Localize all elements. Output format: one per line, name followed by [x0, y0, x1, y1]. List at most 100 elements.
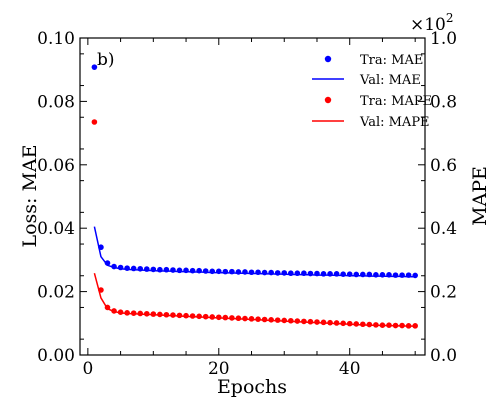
- data-point-tra-mape: [111, 308, 117, 314]
- data-point-tra-mape: [333, 320, 340, 326]
- data-point-tra-mae: [405, 272, 412, 278]
- data-point-tra-mae: [333, 271, 340, 277]
- data-point-tra-mae: [399, 272, 405, 278]
- data-point-tra-mae: [340, 271, 346, 277]
- data-point-tra-mape: [163, 311, 170, 318]
- legend-marker-tra-mape: [324, 96, 332, 104]
- data-point-tra-mape: [360, 321, 366, 328]
- data-point-tra-mape: [281, 317, 288, 324]
- data-point-tra-mae: [209, 268, 216, 275]
- data-point-tra-mae: [255, 269, 261, 276]
- data-point-tra-mae: [261, 269, 268, 276]
- data-point-tra-mape: [117, 309, 124, 316]
- y-left-tick-label: 0.06: [37, 156, 75, 176]
- y-right-tick-label: 1.0: [430, 29, 457, 49]
- legend: Tra: MAE Val: MAE Tra: MAPE Val: MAPE: [312, 53, 432, 130]
- data-point-tra-mape: [209, 314, 216, 320]
- data-point-tra-mae: [222, 268, 229, 275]
- data-point-tra-mae: [163, 266, 170, 273]
- data-point-tra-mae: [91, 64, 98, 70]
- data-point-tra-mae: [150, 266, 157, 273]
- y-left-tick-label: 0.10: [37, 29, 75, 49]
- data-point-tra-mae: [242, 269, 248, 275]
- data-point-tra-mae: [301, 270, 307, 277]
- data-point-tra-mae: [248, 269, 255, 276]
- data-point-tra-mae: [281, 270, 288, 276]
- data-point-tra-mae: [392, 272, 399, 278]
- data-point-tra-mape: [386, 322, 392, 329]
- x-tick-label: 40: [339, 359, 361, 379]
- data-point-tra-mape: [314, 319, 320, 325]
- data-point-tra-mape: [104, 304, 111, 311]
- y-right-tick-label: 0.8: [430, 92, 457, 112]
- data-point-tra-mape: [320, 319, 327, 326]
- data-point-tra-mape: [405, 323, 412, 329]
- data-point-tra-mae: [373, 272, 379, 278]
- data-point-tra-mape: [353, 321, 360, 327]
- data-point-tra-mape: [176, 312, 183, 319]
- series-line-val-mape: [93, 273, 416, 327]
- data-point-tra-mae: [379, 272, 386, 278]
- y-axis-label-left: Loss: MAE: [19, 144, 41, 247]
- data-point-tra-mape: [301, 318, 307, 325]
- legend-label-tra-mae: Tra: MAE: [360, 53, 423, 68]
- data-point-tra-mae: [124, 265, 130, 271]
- data-point-tra-mae: [353, 271, 360, 278]
- data-point-tra-mae: [176, 267, 183, 274]
- data-point-tra-mape: [157, 311, 163, 318]
- legend-label-val-mae: Val: MAE: [359, 73, 421, 88]
- data-point-tra-mape: [261, 316, 268, 323]
- data-point-tra-mape: [373, 322, 379, 328]
- data-point-tra-mae: [327, 271, 333, 277]
- data-point-tra-mape: [340, 320, 346, 327]
- y-left-tick-label: 0.02: [37, 283, 75, 303]
- data-point-tra-mape: [235, 315, 242, 322]
- plot-series: [91, 64, 418, 329]
- data-point-tra-mape: [150, 311, 157, 317]
- data-point-tra-mae: [235, 269, 242, 275]
- data-point-tra-mae: [111, 263, 117, 270]
- y-axis-label-right: MAPE: [469, 166, 491, 226]
- data-point-tra-mape: [222, 314, 229, 321]
- x-axis-label: Epochs: [217, 376, 287, 398]
- data-point-tra-mape: [399, 322, 405, 329]
- data-point-tra-mape: [183, 312, 189, 319]
- legend-label-val-mape: Val: MAPE: [359, 115, 430, 130]
- data-point-tra-mape: [268, 317, 274, 323]
- y-right-tick-label: 0.0: [430, 346, 457, 366]
- y-left-tick-label: 0.00: [37, 346, 75, 366]
- data-point-tra-mape: [346, 320, 353, 327]
- data-point-tra-mape: [229, 315, 235, 321]
- x-tick-label: 20: [208, 359, 230, 379]
- y-left-tick-label: 0.04: [37, 219, 75, 239]
- data-point-tra-mape: [242, 315, 248, 322]
- data-point-tra-mape: [130, 310, 137, 316]
- data-point-tra-mape: [327, 319, 333, 326]
- data-point-tra-mae: [366, 271, 373, 278]
- right-axis-multiplier: ×102: [410, 11, 454, 35]
- data-point-tra-mape: [288, 317, 294, 324]
- multiplier-exponent: 2: [446, 11, 454, 25]
- data-point-tra-mae: [346, 271, 353, 277]
- data-point-tra-mape: [366, 321, 373, 328]
- data-point-tra-mape: [143, 310, 150, 317]
- data-point-tra-mae: [307, 270, 314, 277]
- legend-marker-tra-mae: [324, 55, 332, 63]
- data-point-tra-mae: [386, 272, 392, 278]
- data-point-tra-mae: [314, 270, 320, 277]
- y-right-tick-label: 0.4: [430, 219, 457, 239]
- data-point-tra-mape: [255, 316, 261, 322]
- data-point-tra-mae: [288, 270, 294, 277]
- data-point-tra-mape: [412, 323, 418, 329]
- data-point-tra-mae: [157, 266, 163, 273]
- data-point-tra-mae: [137, 265, 144, 272]
- data-point-tra-mape: [307, 318, 314, 325]
- data-point-tra-mae: [183, 267, 189, 274]
- data-point-tra-mape: [137, 310, 144, 317]
- data-point-tra-mape: [294, 318, 301, 324]
- data-point-tra-mae: [274, 270, 281, 276]
- data-point-tra-mae: [268, 269, 274, 276]
- plot-frame: [79, 37, 426, 356]
- data-point-tra-mape: [170, 312, 176, 318]
